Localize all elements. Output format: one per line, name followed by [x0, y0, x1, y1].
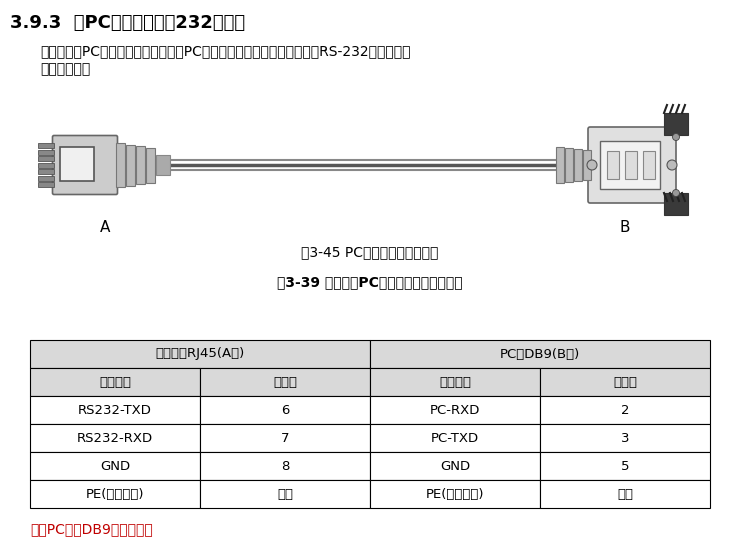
Bar — [540, 368, 710, 396]
Text: 用户可通过PC通讯线缆连接驱动器与PC，建议使用较为常用的通信接口RS-232，线缆示意: 用户可通过PC通讯线缆连接驱动器与PC，建议使用较为常用的通信接口RS-232，… — [40, 44, 411, 58]
Bar — [38, 156, 54, 161]
Text: GND: GND — [440, 460, 470, 472]
Bar — [38, 182, 54, 187]
Text: 针脚号: 针脚号 — [613, 376, 637, 389]
Bar — [607, 151, 619, 179]
Bar — [30, 424, 200, 452]
Text: PC端DB9(B端): PC端DB9(B端) — [500, 347, 580, 360]
Bar — [30, 480, 200, 508]
Bar — [643, 151, 655, 179]
Text: 信号名称: 信号名称 — [439, 376, 471, 389]
FancyBboxPatch shape — [53, 135, 118, 194]
Bar — [574, 149, 582, 181]
Text: 7: 7 — [280, 431, 289, 444]
Bar — [156, 155, 170, 175]
Text: 6: 6 — [280, 403, 289, 417]
Text: PC-RXD: PC-RXD — [430, 403, 480, 417]
Bar — [60, 147, 94, 181]
Bar — [556, 147, 564, 183]
Circle shape — [673, 134, 679, 140]
Circle shape — [667, 160, 677, 170]
Text: RS232-RXD: RS232-RXD — [77, 431, 153, 444]
Text: 如下图所示：: 如下图所示： — [40, 62, 90, 76]
Bar — [200, 396, 370, 424]
Text: PC-TXD: PC-TXD — [431, 431, 479, 444]
Bar — [540, 452, 710, 480]
Text: 壳体: 壳体 — [277, 488, 293, 501]
Bar — [664, 113, 688, 135]
Bar — [126, 145, 135, 186]
Text: 壳体: 壳体 — [617, 488, 633, 501]
Text: PE(屏蔽网层): PE(屏蔽网层) — [86, 488, 144, 501]
Bar — [116, 143, 125, 187]
Bar — [38, 175, 54, 181]
Bar — [38, 143, 54, 148]
Bar — [200, 480, 370, 508]
Circle shape — [673, 189, 679, 197]
Text: 图3-45 PC通讯线缆外观示例图: 图3-45 PC通讯线缆外观示例图 — [301, 245, 439, 259]
Bar — [38, 163, 54, 168]
Bar — [370, 480, 540, 508]
Text: 5: 5 — [621, 460, 629, 472]
Bar — [583, 150, 591, 180]
Bar — [30, 452, 200, 480]
Text: PE(屏蔽网层): PE(屏蔽网层) — [425, 488, 484, 501]
Text: 3.9.3  与PC的通讯连接（232通信）: 3.9.3 与PC的通讯连接（232通信） — [10, 14, 245, 32]
Bar — [664, 193, 688, 215]
Text: A: A — [100, 220, 110, 235]
Bar — [625, 151, 637, 179]
Bar — [38, 150, 54, 155]
Text: GND: GND — [100, 460, 130, 472]
Bar — [565, 148, 573, 182]
Bar — [370, 340, 710, 368]
Bar — [200, 452, 370, 480]
Bar — [38, 169, 54, 174]
Text: 针脚号: 针脚号 — [273, 376, 297, 389]
Text: 2: 2 — [621, 403, 629, 417]
Bar — [540, 396, 710, 424]
Bar — [600, 141, 660, 189]
Text: RS232-TXD: RS232-TXD — [78, 403, 152, 417]
Bar — [370, 424, 540, 452]
Bar — [200, 368, 370, 396]
Bar — [370, 396, 540, 424]
FancyBboxPatch shape — [588, 127, 676, 203]
Bar — [200, 424, 370, 452]
Bar — [370, 368, 540, 396]
Bar — [30, 340, 370, 368]
Bar — [136, 146, 145, 184]
Text: 8: 8 — [280, 460, 289, 472]
Text: 表3-39 驱动器与PC通讯线缆引脚连接关系: 表3-39 驱动器与PC通讯线缆引脚连接关系 — [278, 275, 462, 289]
Text: 3: 3 — [621, 431, 629, 444]
Text: 信号名称: 信号名称 — [99, 376, 131, 389]
Bar — [370, 452, 540, 480]
Text: 对应PC端的DB9端子定义：: 对应PC端的DB9端子定义： — [30, 522, 152, 536]
Text: 驱动器侧RJ45(A端): 驱动器侧RJ45(A端) — [155, 347, 245, 360]
Text: B: B — [620, 220, 630, 235]
Bar — [146, 147, 155, 182]
Bar — [540, 480, 710, 508]
Bar — [30, 396, 200, 424]
Bar — [540, 424, 710, 452]
Bar — [30, 368, 200, 396]
Circle shape — [587, 160, 597, 170]
